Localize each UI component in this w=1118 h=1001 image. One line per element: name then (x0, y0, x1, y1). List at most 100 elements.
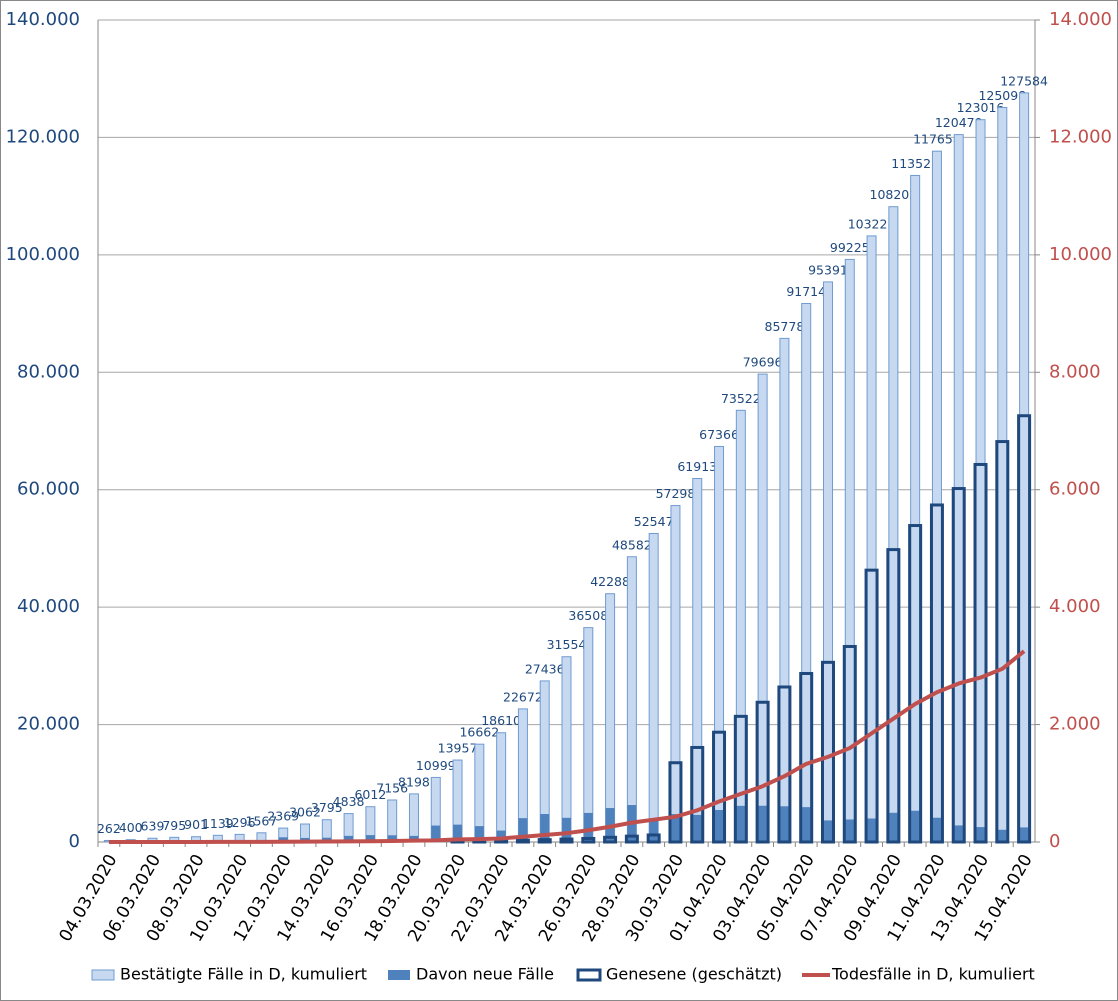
bar (975, 119, 986, 843)
legend-label: Todesfälle in D, kumuliert (831, 965, 1035, 984)
data-label: 1139 (202, 816, 234, 831)
bar (888, 206, 899, 843)
bar-outline (973, 462, 988, 844)
bar-outline (799, 671, 814, 844)
bar (670, 814, 680, 842)
bar (583, 812, 593, 842)
bar-outline (515, 838, 530, 844)
bar (976, 827, 986, 842)
data-label: 117658 (913, 132, 961, 147)
bar (779, 806, 789, 842)
bar (1019, 92, 1030, 843)
data-label: 103228 (848, 216, 896, 231)
data-label: 108202 (870, 187, 918, 202)
bar (888, 812, 898, 842)
data-label: 85778 (765, 319, 805, 334)
bar (823, 820, 833, 842)
bar (540, 814, 550, 842)
data-label: 125098 (978, 88, 1026, 103)
y2-tick-label: 14.000 (1049, 9, 1112, 30)
bar (931, 150, 942, 843)
bar (365, 835, 375, 842)
bar-outline (472, 839, 487, 844)
bar (387, 835, 397, 842)
bar (344, 835, 354, 842)
bar (496, 732, 507, 843)
data-label: 42288 (590, 574, 630, 589)
bar-outline (646, 833, 661, 844)
bar-outline (733, 714, 748, 844)
data-label: 795 (162, 818, 186, 833)
data-label: 1296 (224, 815, 256, 830)
data-label: 13957 (438, 741, 478, 756)
data-label: 52547 (634, 514, 674, 529)
y-tick-label: 40.000 (17, 596, 80, 617)
legend-label: Davon neue Fälle (416, 965, 554, 984)
bar (626, 556, 637, 843)
bar-outline (886, 548, 901, 844)
y-tick-label: 20.000 (17, 714, 80, 735)
bar (714, 445, 725, 843)
bar-outline (951, 487, 966, 844)
bar (757, 373, 768, 843)
data-label: 2369 (267, 809, 299, 824)
bar (997, 829, 1007, 842)
bar-outline (908, 524, 923, 844)
data-label: 262 (97, 821, 121, 836)
data-label: 639 (141, 819, 165, 834)
bar-outline (581, 836, 596, 844)
y-tick-label: 0 (69, 831, 80, 852)
y-tick-label: 120.000 (6, 126, 80, 147)
legend-swatch (388, 970, 410, 980)
legend-label: Bestätigte Fälle in D, kumuliert (120, 965, 367, 984)
bar (431, 825, 441, 842)
data-label: 22672 (503, 689, 543, 704)
bar (779, 337, 790, 843)
y-tick-label: 100.000 (6, 244, 80, 265)
data-label: 67366 (699, 427, 739, 442)
bar (736, 805, 746, 842)
data-label: 400 (119, 820, 143, 835)
legend-label: Genesene (geschätzt) (606, 965, 782, 984)
y2-tick-label: 6.000 (1049, 479, 1101, 500)
data-label: 127584 (1000, 73, 1048, 88)
bar-outline (777, 685, 792, 844)
bar (496, 830, 506, 842)
y2-tick-label: 4.000 (1049, 596, 1101, 617)
bar (844, 258, 855, 843)
data-label: 7156 (376, 780, 408, 795)
bar-outline (820, 660, 835, 844)
data-label: 27436 (525, 661, 565, 676)
data-label: 6012 (354, 787, 386, 802)
data-label: 1567 (246, 813, 278, 828)
bar (1019, 827, 1029, 842)
bar-outline (668, 761, 683, 844)
y2-tick-label: 0 (1049, 831, 1060, 852)
bar-outline (603, 835, 618, 844)
data-label: 901 (184, 817, 208, 832)
bar (605, 593, 616, 843)
bar (735, 409, 746, 843)
data-label: 18610 (481, 713, 521, 728)
data-label: 113525 (891, 156, 939, 171)
data-label: 16662 (459, 725, 499, 740)
bar-outline (712, 730, 727, 844)
bar-outline (864, 568, 879, 844)
bar-outline (690, 745, 705, 844)
data-label: 91714 (786, 284, 826, 299)
data-label: 48582 (612, 537, 652, 552)
data-label: 79696 (743, 355, 783, 370)
bar (866, 235, 877, 843)
data-label: 10999 (416, 758, 456, 773)
bar (801, 807, 811, 842)
data-label: 61913 (677, 459, 717, 474)
bar (932, 817, 942, 842)
line (108, 649, 1026, 844)
bar (692, 814, 702, 842)
data-label: 99225 (830, 240, 870, 255)
data-label: 73522 (721, 391, 761, 406)
y2-tick-label: 10.000 (1049, 244, 1112, 265)
bar (758, 805, 768, 842)
y2-tick-label: 2.000 (1049, 714, 1101, 735)
